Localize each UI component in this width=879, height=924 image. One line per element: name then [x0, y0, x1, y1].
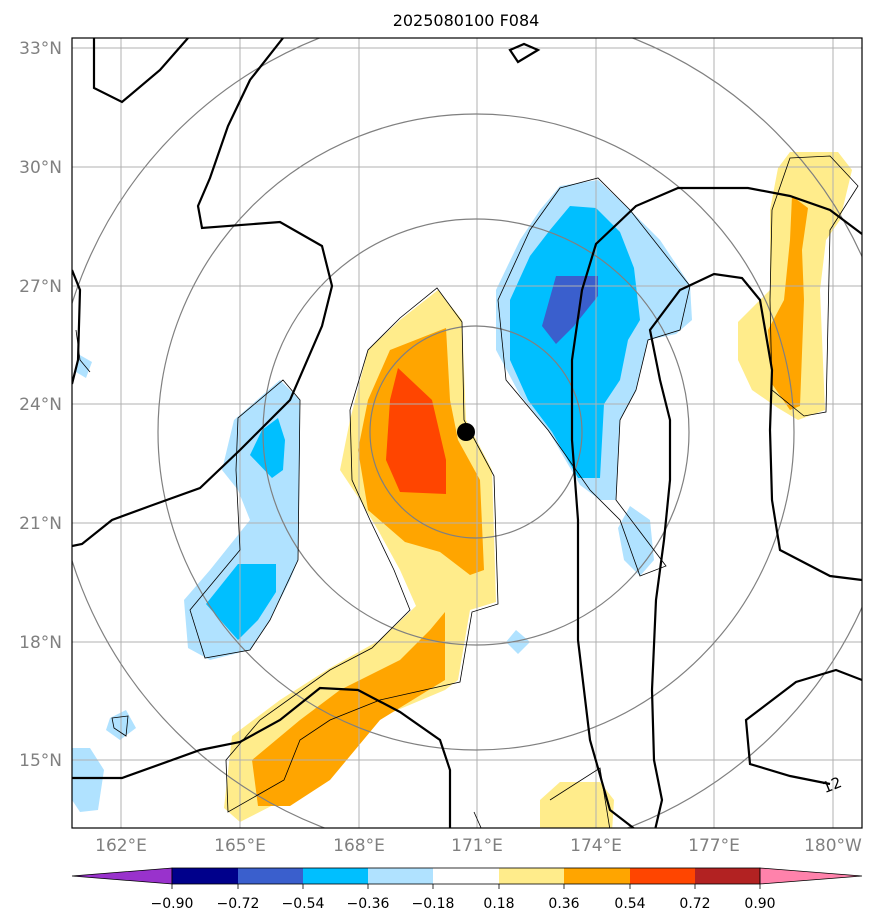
lat-tick-15: 15°N — [19, 751, 62, 771]
colorbar-tick-6: 0.18 — [483, 896, 514, 912]
contour-label: 12 — [820, 773, 844, 797]
colorbar-tick-5: −0.18 — [412, 896, 455, 912]
map-area: 12 — [72, 38, 862, 828]
colorbar-bin-1 — [172, 868, 238, 884]
colorbar-bin-6 — [499, 868, 564, 884]
lon-tick-180: 180°W — [804, 836, 862, 856]
lat-tick-18: 18°N — [19, 633, 62, 653]
colorbar-tick-8: 0.54 — [614, 896, 645, 912]
colorbar-bin-8 — [630, 868, 695, 884]
colorbar-bin-4 — [368, 868, 433, 884]
colorbar-bin-7 — [564, 868, 630, 884]
lat-lon-gridlines — [72, 38, 862, 828]
colorbar-tick-10: 0.90 — [744, 896, 775, 912]
lat-tick-labels: 33°N 30°N 27°N 24°N 21°N 18°N 15°N — [19, 39, 62, 771]
colorbar-extend-low — [71, 867, 173, 885]
colorbar-tick-3: −0.54 — [282, 896, 325, 912]
lat-tick-30: 30°N — [19, 158, 62, 178]
lat-tick-33: 33°N — [19, 39, 62, 59]
colorbar-tick-7: 0.36 — [548, 896, 579, 912]
map-title: 2025080100 F084 — [393, 11, 540, 30]
lon-tick-171: 171°E — [451, 836, 503, 856]
colorbar-bin-9 — [695, 868, 760, 884]
center-marker — [457, 423, 475, 441]
colorbar-bin-3 — [303, 868, 368, 884]
colorbar-tick-1: −0.90 — [151, 896, 194, 912]
lat-tick-21: 21°N — [19, 514, 62, 534]
lat-tick-24: 24°N — [19, 395, 62, 415]
lon-tick-174: 174°E — [570, 836, 622, 856]
colorbar: −0.90 −0.72 −0.54 −0.36 −0.18 0.18 0.36 … — [71, 867, 863, 912]
range-rings — [72, 38, 862, 828]
lon-tick-177: 177°E — [688, 836, 740, 856]
colorbar-bin-5 — [433, 868, 499, 884]
lat-tick-27: 27°N — [19, 277, 62, 297]
lon-tick-165: 165°E — [214, 836, 266, 856]
colorbar-tick-2: −0.72 — [217, 896, 260, 912]
map-frame — [71, 37, 863, 829]
colorbar-bin-2 — [238, 868, 303, 884]
colorbar-extend-high — [759, 867, 863, 885]
colorbar-tick-9: 0.72 — [679, 896, 710, 912]
lon-tick-162: 162°E — [95, 836, 147, 856]
colorbar-tick-4: −0.36 — [347, 896, 390, 912]
thick-contours — [72, 38, 862, 828]
lon-tick-168: 168°E — [333, 836, 385, 856]
lon-tick-labels: 162°E 165°E 168°E 171°E 174°E 177°E 180°… — [95, 836, 862, 856]
